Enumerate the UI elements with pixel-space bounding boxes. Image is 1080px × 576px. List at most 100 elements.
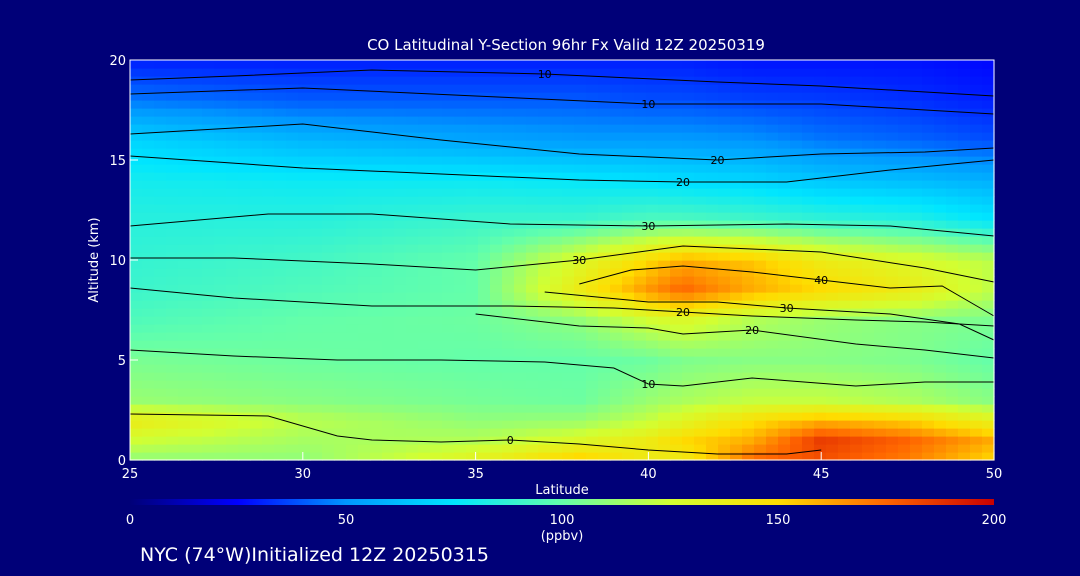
field-cell (574, 420, 587, 429)
field-cell (826, 228, 839, 237)
field-cell (526, 372, 539, 381)
field-cell (502, 180, 515, 189)
field-cell (562, 212, 575, 221)
field-cell (418, 396, 431, 405)
field-cell (598, 348, 611, 357)
field-cell (850, 116, 863, 125)
field-cell (166, 156, 179, 165)
field-cell (970, 92, 983, 101)
field-cell (970, 428, 983, 437)
field-cell (322, 420, 335, 429)
field-cell (274, 380, 287, 389)
field-cell (646, 164, 659, 173)
field-cell (130, 140, 143, 149)
field-cell (154, 420, 167, 429)
field-cell (274, 348, 287, 357)
field-cell (538, 108, 551, 117)
field-cell (262, 124, 275, 133)
field-cell (550, 412, 563, 421)
field-cell (730, 124, 743, 133)
field-cell (406, 180, 419, 189)
x-tick-label: 25 (122, 467, 139, 482)
field-cell (658, 284, 671, 293)
field-cell (130, 132, 143, 141)
field-cell (178, 348, 191, 357)
field-cell (622, 180, 635, 189)
field-cell (406, 292, 419, 301)
field-cell (142, 428, 155, 437)
field-cell (886, 316, 899, 325)
field-cell (802, 68, 815, 77)
field-cell (382, 220, 395, 229)
field-cell (298, 324, 311, 333)
field-cell (154, 236, 167, 245)
field-cell (874, 124, 887, 133)
field-cell (238, 316, 251, 325)
field-cell (922, 428, 935, 437)
field-cell (634, 316, 647, 325)
field-cell (478, 404, 491, 413)
field-cell (214, 308, 227, 317)
field-cell (766, 204, 779, 213)
field-cell (826, 116, 839, 125)
field-cell (370, 372, 383, 381)
field-cell (874, 300, 887, 309)
field-cell (274, 212, 287, 221)
field-cell (898, 356, 911, 365)
init-annotation: NYC (74°W)Initialized 12Z 20250315 (140, 544, 489, 566)
field-cell (586, 196, 599, 205)
field-cell (142, 204, 155, 213)
field-cell (562, 84, 575, 93)
field-cell (790, 284, 803, 293)
field-cell (958, 164, 971, 173)
field-cell (742, 212, 755, 221)
field-cell (862, 412, 875, 421)
field-cell (154, 220, 167, 229)
field-cell (886, 332, 899, 341)
field-cell (466, 100, 479, 109)
field-cell (682, 284, 695, 293)
field-cell (334, 204, 347, 213)
field-cell (418, 84, 431, 93)
field-cell (454, 148, 467, 157)
field-cell (646, 212, 659, 221)
field-cell (946, 60, 959, 69)
field-cell (802, 180, 815, 189)
field-cell (874, 116, 887, 125)
field-cell (250, 380, 263, 389)
field-cell (982, 76, 995, 85)
field-cell (322, 84, 335, 93)
field-cell (226, 308, 239, 317)
field-cell (526, 188, 539, 197)
field-cell (454, 84, 467, 93)
field-cell (658, 276, 671, 285)
contour-label: 30 (641, 220, 655, 233)
field-cell (214, 172, 227, 181)
field-cell (322, 412, 335, 421)
field-cell (790, 132, 803, 141)
field-cell (142, 244, 155, 253)
field-cell (754, 364, 767, 373)
field-cell (154, 292, 167, 301)
field-cell (958, 364, 971, 373)
field-cell (550, 164, 563, 173)
field-cell (178, 164, 191, 173)
field-cell (658, 348, 671, 357)
field-cell (658, 60, 671, 69)
field-cell (526, 268, 539, 277)
field-cell (886, 308, 899, 317)
field-cell (478, 212, 491, 221)
field-cell (466, 404, 479, 413)
field-cell (970, 436, 983, 445)
field-cell (838, 444, 851, 453)
field-cell (658, 236, 671, 245)
field-cell (130, 388, 143, 397)
field-cell (130, 116, 143, 125)
field-cell (922, 292, 935, 301)
field-cell (154, 268, 167, 277)
field-cell (694, 92, 707, 101)
field-cell (526, 164, 539, 173)
field-cell (706, 220, 719, 229)
field-cell (766, 420, 779, 429)
field-cell (538, 92, 551, 101)
